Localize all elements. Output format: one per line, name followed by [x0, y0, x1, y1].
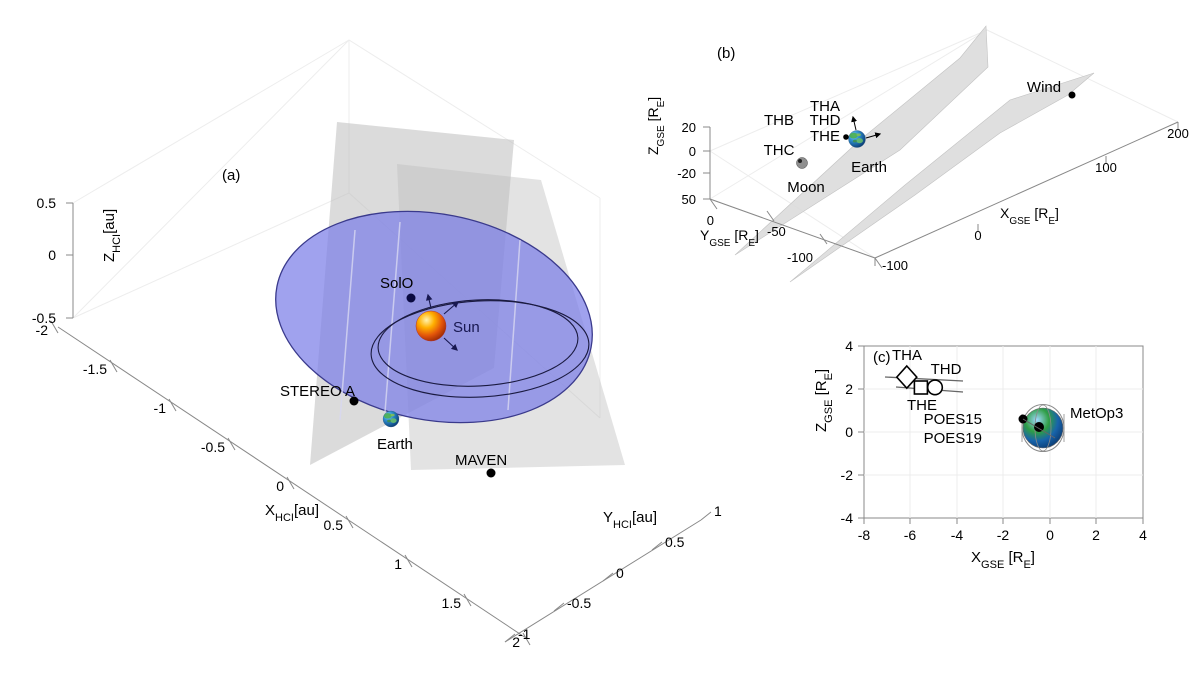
svg-text:-4: -4: [841, 510, 854, 526]
svg-text:THD: THD: [810, 112, 841, 129]
svg-text:4: 4: [845, 338, 853, 354]
svg-text:0.5: 0.5: [324, 517, 344, 533]
svg-text:0: 0: [845, 424, 853, 440]
svg-text:2: 2: [1092, 527, 1100, 543]
svg-text:POES15: POES15: [924, 411, 982, 428]
svg-text:0: 0: [689, 144, 696, 159]
svg-text:-2: -2: [841, 467, 854, 483]
svg-text:100: 100: [1095, 160, 1117, 175]
svg-text:1: 1: [714, 503, 722, 519]
svg-text:1.5: 1.5: [442, 595, 462, 611]
svg-text:0: 0: [707, 213, 714, 228]
svg-text:THD: THD: [931, 361, 962, 378]
svg-text:THB: THB: [764, 112, 794, 129]
svg-text:0.5: 0.5: [665, 534, 685, 550]
svg-text:(b): (b): [717, 45, 735, 62]
svg-text:-2: -2: [36, 322, 49, 338]
svg-text:0: 0: [974, 228, 981, 243]
svg-text:XGSE [RE]: XGSE [RE]: [1000, 205, 1059, 227]
svg-text:0: 0: [1046, 527, 1054, 543]
svg-text:-4: -4: [951, 527, 964, 543]
svg-text:2: 2: [845, 381, 853, 397]
svg-text:YHCI[au]: YHCI[au]: [603, 509, 657, 531]
svg-text:4: 4: [1139, 527, 1147, 543]
svg-text:Moon: Moon: [787, 179, 825, 196]
svg-text:0: 0: [276, 478, 284, 494]
svg-text:0.5: 0.5: [37, 195, 57, 211]
svg-text:THC: THC: [764, 142, 795, 159]
svg-text:THA: THA: [892, 347, 922, 364]
svg-text:POES19: POES19: [924, 430, 982, 447]
svg-text:MetOp3: MetOp3: [1070, 405, 1123, 422]
svg-text:-100: -100: [787, 250, 813, 265]
svg-text:-8: -8: [858, 527, 871, 543]
svg-text:ZGSE [RE]: ZGSE [RE]: [813, 369, 835, 432]
svg-text:YGSE [RE]: YGSE [RE]: [700, 227, 759, 249]
svg-text:-50: -50: [767, 224, 786, 239]
svg-text:Earth: Earth: [377, 436, 413, 453]
svg-text:-0.5: -0.5: [567, 595, 591, 611]
svg-text:SolO: SolO: [380, 275, 413, 292]
svg-text:200: 200: [1167, 126, 1189, 141]
svg-text:XHCI[au]: XHCI[au]: [265, 502, 319, 524]
svg-text:STEREO A: STEREO A: [280, 383, 355, 400]
svg-text:-2: -2: [997, 527, 1010, 543]
svg-text:0: 0: [48, 247, 56, 263]
svg-text:-20: -20: [677, 166, 696, 181]
svg-text:20: 20: [682, 120, 696, 135]
svg-text:Sun: Sun: [453, 319, 480, 336]
svg-text:ZGSE [RE]: ZGSE [RE]: [645, 97, 667, 155]
svg-text:(c): (c): [873, 349, 891, 366]
svg-text:Wind: Wind: [1027, 79, 1061, 96]
svg-text:-1: -1: [154, 400, 167, 416]
svg-text:THE: THE: [810, 128, 840, 145]
svg-text:-0.5: -0.5: [201, 439, 225, 455]
svg-text:-6: -6: [904, 527, 917, 543]
svg-text:-1: -1: [518, 626, 531, 642]
svg-text:-100: -100: [882, 258, 908, 273]
svg-text:-1.5: -1.5: [83, 361, 107, 377]
svg-text:ZHCI[au]: ZHCI[au]: [101, 209, 123, 262]
svg-text:50: 50: [682, 192, 696, 207]
svg-text:(a): (a): [222, 167, 240, 184]
svg-text:MAVEN: MAVEN: [455, 452, 507, 469]
svg-text:1: 1: [394, 556, 402, 572]
svg-text:XGSE [RE]: XGSE [RE]: [971, 549, 1035, 571]
svg-text:Earth: Earth: [851, 159, 887, 176]
svg-text:0: 0: [616, 565, 624, 581]
